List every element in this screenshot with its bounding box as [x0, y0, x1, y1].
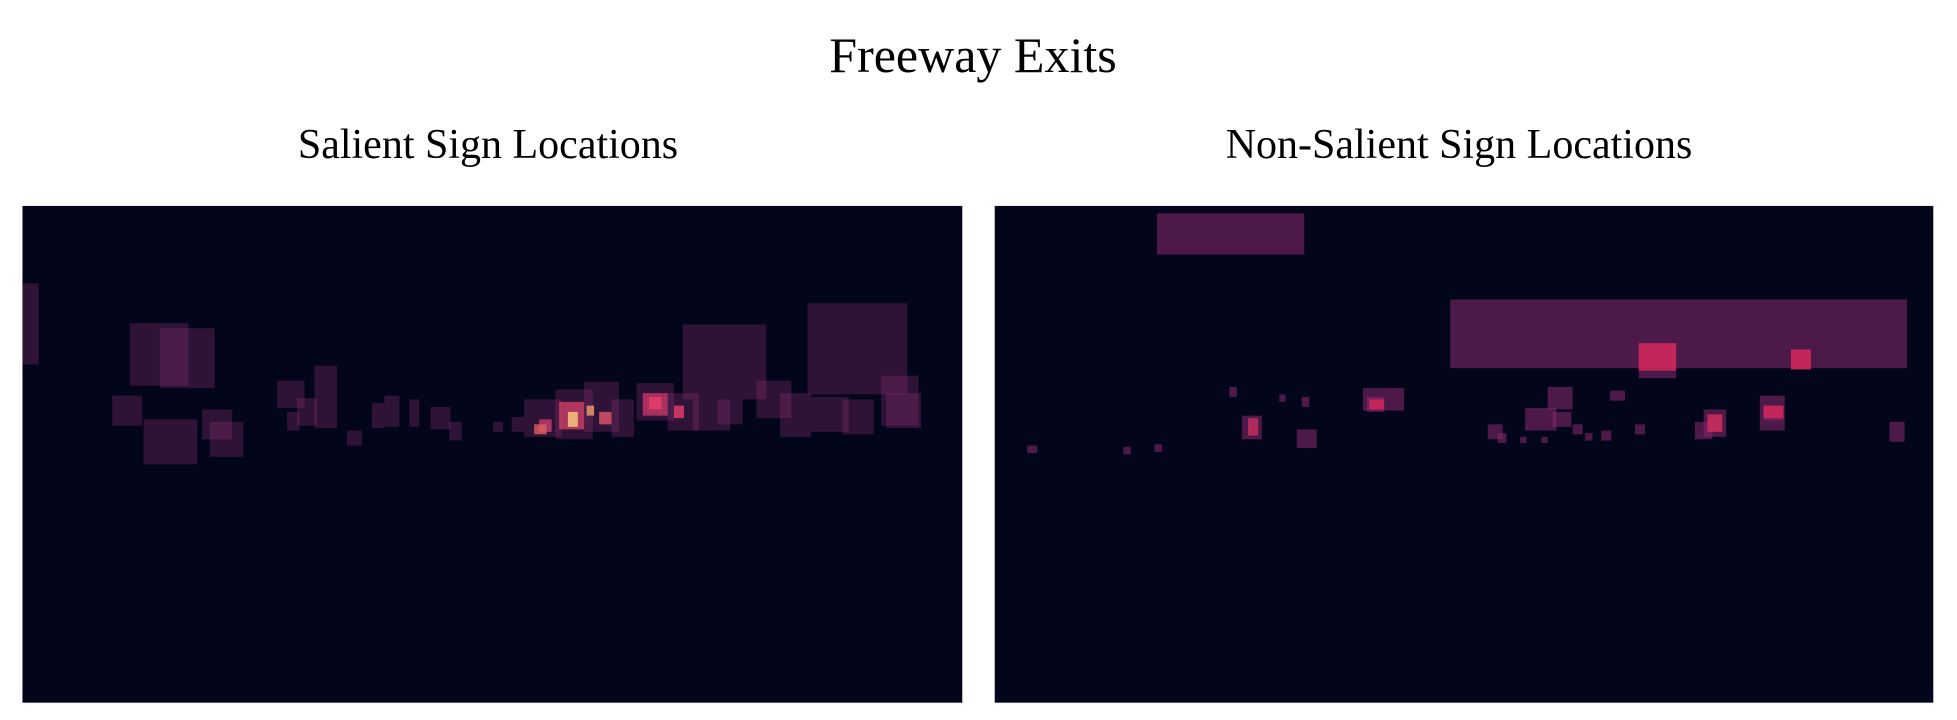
heat-hotspot	[1248, 418, 1259, 436]
heat-hotspot	[534, 424, 547, 435]
heatmap-background	[22, 205, 963, 703]
heat-box	[1552, 411, 1572, 427]
heat-hotspot	[599, 411, 612, 425]
heat-box	[1301, 396, 1310, 407]
heatmaps	[22, 205, 1934, 703]
heat-box	[1634, 424, 1645, 435]
heat-hotspot	[1763, 405, 1784, 419]
heat-hotspot	[1369, 399, 1385, 410]
heat-box	[409, 399, 420, 427]
heat-box	[143, 419, 198, 465]
heat-box	[1154, 444, 1162, 452]
heat-box	[511, 416, 525, 432]
heat-box	[611, 399, 635, 437]
heat-box	[371, 403, 385, 429]
heat-box	[1450, 299, 1908, 369]
heat-hotspot	[567, 411, 578, 427]
heat-hotspot	[673, 405, 684, 419]
heat-box	[1027, 445, 1038, 454]
heat-box	[1601, 430, 1612, 441]
heat-box	[287, 411, 300, 431]
heat-box	[756, 380, 792, 419]
heat-box	[1585, 433, 1593, 441]
figure-title: Freeway Exits	[829, 27, 1116, 83]
heat-box	[1497, 433, 1507, 444]
heat-box	[1123, 446, 1131, 455]
heat-box	[807, 303, 908, 395]
heat-hotspot	[1707, 414, 1723, 432]
heat-box	[1229, 386, 1237, 397]
heat-hotspot	[1638, 343, 1677, 371]
heat-box	[159, 328, 215, 389]
heat-box	[780, 393, 812, 437]
heat-box	[202, 409, 233, 440]
panel-title: Non-Salient Sign Locations	[1226, 122, 1693, 168]
heat-box	[1610, 390, 1626, 401]
heat-hotspot	[1791, 349, 1811, 370]
panel-title: Salient Sign Locations	[298, 122, 678, 168]
heat-box	[1296, 429, 1317, 449]
heat-box	[112, 395, 143, 426]
heat-box	[1520, 436, 1527, 444]
heat-box	[886, 393, 922, 429]
heat-box	[449, 421, 462, 441]
heatmap-background	[994, 205, 1934, 703]
heat-box	[209, 421, 244, 457]
heat-hotspot	[649, 396, 662, 410]
heat-box	[1156, 213, 1305, 255]
heat-box	[430, 406, 451, 430]
heat-box	[277, 380, 305, 409]
heat-box	[384, 395, 400, 427]
heat-box	[1547, 386, 1573, 410]
heat-box	[881, 375, 919, 426]
heat-box	[297, 398, 318, 426]
heat-box	[492, 421, 503, 432]
heat-box	[682, 324, 767, 400]
heat-box	[692, 399, 731, 431]
heat-box	[1525, 408, 1557, 431]
heat-box	[129, 323, 189, 386]
heat-hotspot	[586, 405, 595, 416]
heat-box	[1279, 394, 1286, 402]
heat-box	[842, 399, 874, 435]
heat-box	[717, 399, 743, 425]
heat-box	[1889, 421, 1905, 442]
heat-box	[22, 283, 39, 365]
heat-box	[314, 365, 337, 429]
heat-box	[1541, 436, 1548, 444]
heat-box	[1572, 424, 1583, 435]
heat-box	[811, 396, 849, 432]
heat-box	[346, 430, 362, 446]
